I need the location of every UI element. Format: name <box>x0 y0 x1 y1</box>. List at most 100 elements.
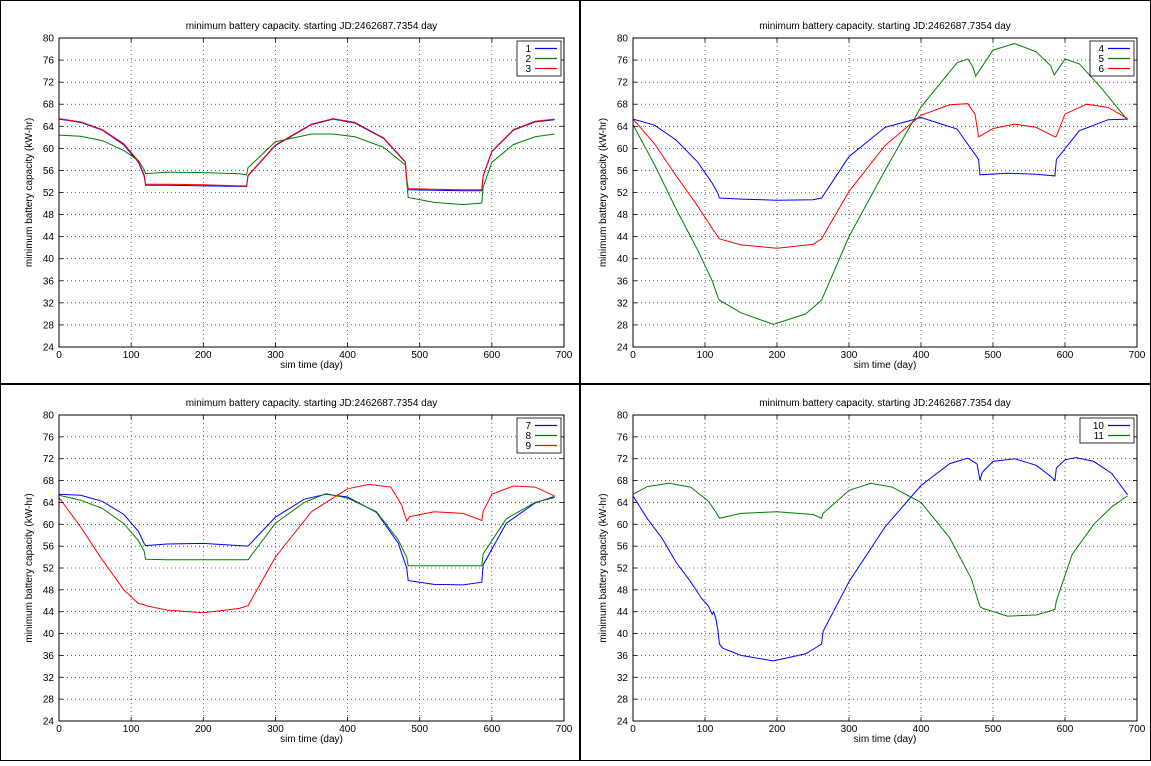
x-axis-label: sim time (day) <box>280 360 343 371</box>
x-tick-label: 100 <box>697 724 714 735</box>
y-tick-label: 60 <box>617 520 629 531</box>
legend-label: 4 <box>1098 44 1104 55</box>
y-tick-label: 36 <box>617 651 629 662</box>
y-tick-label: 72 <box>43 454 55 465</box>
legend-label: 2 <box>525 54 531 65</box>
legend-box <box>1079 417 1135 444</box>
y-tick-label: 32 <box>43 298 55 309</box>
x-tick-label: 700 <box>556 350 573 361</box>
x-tick-label: 300 <box>841 724 858 735</box>
chart-title: minimum battery capacity. starting JD:24… <box>759 398 1011 409</box>
x-tick-label: 600 <box>484 724 501 735</box>
y-tick-label: 80 <box>617 34 629 45</box>
x-tick-label: 100 <box>123 724 140 735</box>
y-tick-label: 60 <box>43 520 55 531</box>
y-axis-label: minimum battery capacity (kW-hr) <box>598 493 609 642</box>
y-tick-label: 32 <box>617 298 629 309</box>
chart-panel-1: 0 100 200 300 400 500 600 700 24 28 32 36 40 44 48 52 56… <box>24 21 573 371</box>
chart-title: minimum battery capacity. starting JD:24… <box>186 21 438 32</box>
y-tick-label: 56 <box>43 166 55 177</box>
y-tick-label: 28 <box>617 320 629 331</box>
y-tick-label: 24 <box>617 717 629 728</box>
series-line-9 <box>58 483 555 614</box>
y-tick-label: 72 <box>617 454 629 465</box>
x-tick-label: 100 <box>697 350 714 361</box>
x-tick-label: 200 <box>195 724 212 735</box>
y-tick-label: 28 <box>43 320 55 331</box>
chart-panel-4: 0 100 200 300 400 500 600 700 24 28 32 36 40 44 48 52 56… <box>598 398 1146 745</box>
y-axis-label: minimum battery capacity (kW-hr) <box>598 118 609 267</box>
chart-title: minimum battery capacity. starting JD:24… <box>186 398 438 409</box>
y-tick-label: 72 <box>43 78 55 89</box>
x-tick-label: 500 <box>411 724 428 735</box>
y-tick-label: 36 <box>43 276 55 287</box>
y-tick-label: 44 <box>43 607 55 618</box>
y-tick-label: 56 <box>43 542 55 553</box>
x-tick-label: 0 <box>630 724 636 735</box>
y-tick-label: 24 <box>43 717 55 728</box>
y-tick-label: 68 <box>617 476 629 487</box>
legend: 789 <box>516 417 562 454</box>
y-tick-label: 64 <box>617 498 629 509</box>
x-tick-label: 300 <box>267 724 284 735</box>
y-tick-label: 76 <box>617 432 629 443</box>
y-tick-label: 24 <box>43 343 55 354</box>
series-line-5 <box>632 42 1128 325</box>
y-tick-label: 68 <box>43 476 55 487</box>
y-tick-label: 60 <box>43 144 55 155</box>
y-tick-label: 44 <box>43 232 55 243</box>
x-tick-label: 0 <box>56 350 62 361</box>
x-tick-label: 600 <box>484 350 501 361</box>
x-axis-label: sim time (day) <box>854 360 917 371</box>
y-tick-label: 40 <box>617 629 629 640</box>
y-tick-label: 32 <box>43 673 55 684</box>
x-tick-label: 300 <box>841 350 858 361</box>
legend-label: 10 <box>1093 421 1105 432</box>
y-tick-label: 52 <box>43 188 55 199</box>
x-tick-label: 600 <box>1057 724 1074 735</box>
x-axis-label: sim time (day) <box>280 734 343 745</box>
y-tick-label: 36 <box>43 651 55 662</box>
y-tick-label: 48 <box>617 210 629 221</box>
series-line-11 <box>632 482 1128 617</box>
y-tick-label: 60 <box>617 144 629 155</box>
x-tick-label: 400 <box>913 724 930 735</box>
y-tick-label: 80 <box>43 34 55 45</box>
x-tick-label: 700 <box>1129 724 1146 735</box>
x-tick-label: 700 <box>1129 350 1146 361</box>
chart-title: minimum battery capacity. starting JD:24… <box>759 21 1011 32</box>
x-tick-label: 400 <box>339 724 356 735</box>
legend-label: 1 <box>525 44 531 55</box>
y-tick-label: 48 <box>43 585 55 596</box>
legend-label: 8 <box>525 431 531 442</box>
y-tick-label: 44 <box>617 607 629 618</box>
x-tick-label: 600 <box>1057 350 1074 361</box>
x-tick-label: 0 <box>56 724 62 735</box>
y-tick-label: 76 <box>43 432 55 443</box>
x-tick-label: 0 <box>630 350 636 361</box>
legend: 456 <box>1089 40 1135 77</box>
legend-label: 7 <box>525 421 531 432</box>
y-tick-label: 64 <box>43 122 55 133</box>
y-tick-label: 32 <box>617 673 629 684</box>
x-tick-label: 200 <box>769 724 786 735</box>
x-tick-label: 500 <box>411 350 428 361</box>
y-tick-label: 36 <box>617 276 629 287</box>
y-tick-label: 52 <box>617 564 629 575</box>
series-line-3 <box>58 118 555 191</box>
y-tick-label: 40 <box>617 254 629 265</box>
y-tick-label: 72 <box>617 78 629 89</box>
y-tick-label: 48 <box>43 210 55 221</box>
y-tick-label: 80 <box>43 411 55 422</box>
y-tick-label: 28 <box>43 695 55 706</box>
legend-label: 5 <box>1098 54 1104 65</box>
x-tick-label: 300 <box>267 350 284 361</box>
chart-panel-3: 0 100 200 300 400 500 600 700 24 28 32 36 40 44 48 52 56… <box>24 398 573 745</box>
y-tick-label: 76 <box>617 56 629 67</box>
series-line-7 <box>58 493 555 586</box>
y-tick-label: 56 <box>617 166 629 177</box>
y-tick-label: 40 <box>43 254 55 265</box>
